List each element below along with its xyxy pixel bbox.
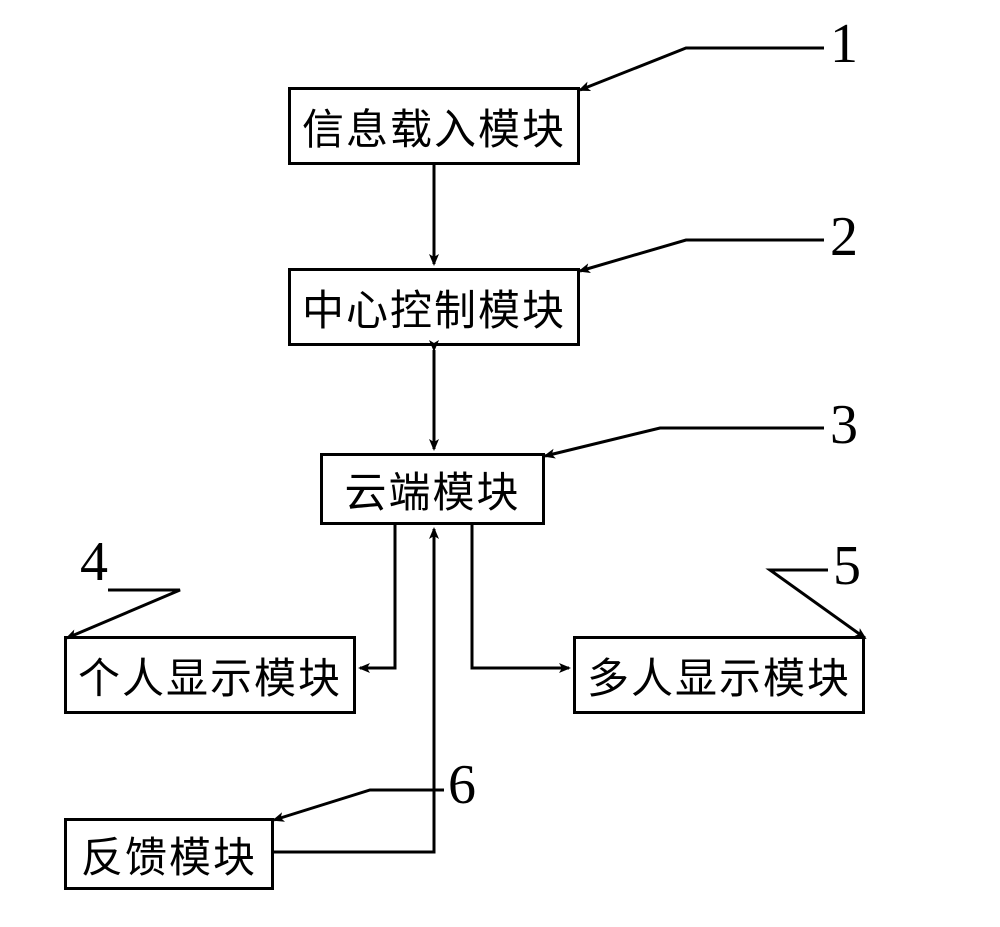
node-label: 云端模块 bbox=[344, 459, 520, 520]
callout-number-4: 4 bbox=[80, 530, 108, 594]
node-cloud: 云端模块 bbox=[320, 453, 545, 525]
node-multi-display: 多人显示模块 bbox=[573, 636, 865, 714]
node-info-load: 信息载入模块 bbox=[288, 87, 580, 165]
node-center-control: 中心控制模块 bbox=[288, 268, 580, 346]
callout-number-2: 2 bbox=[830, 205, 858, 269]
node-personal-display: 个人显示模块 bbox=[64, 636, 356, 714]
node-label: 反馈模块 bbox=[81, 824, 257, 885]
node-label: 多人显示模块 bbox=[587, 645, 851, 706]
node-feedback: 反馈模块 bbox=[64, 818, 274, 890]
callout-number-1: 1 bbox=[830, 12, 858, 76]
callout-number-5: 5 bbox=[833, 534, 861, 598]
callout-number-3: 3 bbox=[830, 393, 858, 457]
callout-number-6: 6 bbox=[448, 753, 476, 817]
node-label: 个人显示模块 bbox=[78, 645, 342, 706]
diagram-canvas: 信息载入模块 中心控制模块 云端模块 个人显示模块 多人显示模块 反馈模块 1 … bbox=[0, 0, 1000, 927]
node-label: 中心控制模块 bbox=[302, 277, 566, 338]
node-label: 信息载入模块 bbox=[302, 96, 566, 157]
